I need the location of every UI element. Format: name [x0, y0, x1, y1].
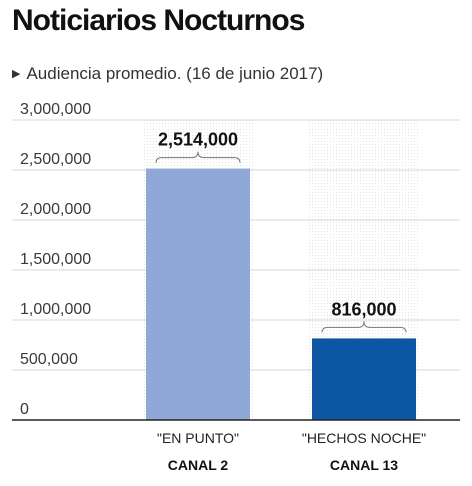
y-tick-label: 0 [20, 401, 29, 418]
y-tick-label: 2,000,000 [20, 201, 91, 218]
bar-2 [312, 338, 416, 420]
value-label: 2,514,000 [158, 130, 238, 150]
value-brace [321, 321, 407, 333]
chart-title: Noticiarios Nocturnos [12, 4, 305, 37]
chart-subtitle-row: ▶ Audiencia promedio. (16 de junio 2017) [12, 64, 323, 84]
x-channel-label: CANAL 2 [168, 457, 229, 473]
y-tick-label: 3,000,000 [20, 101, 91, 118]
x-category-label: "HECHOS NOCHE" [302, 430, 426, 446]
y-tick-label: 1,500,000 [20, 251, 91, 268]
x-category-label: "EN PUNTO" [157, 430, 239, 446]
y-tick-label: 2,500,000 [20, 151, 91, 168]
x-channel-label: CANAL 13 [330, 457, 398, 473]
chart-subtitle: Audiencia promedio. (16 de junio 2017) [26, 64, 324, 83]
y-tick-label: 500,000 [20, 351, 78, 368]
y-tick-label: 1,000,000 [20, 301, 91, 318]
value-brace [155, 151, 241, 163]
bar-1 [146, 168, 250, 420]
play-triangle-icon: ▶ [12, 68, 21, 80]
value-label: 816,000 [331, 299, 396, 319]
